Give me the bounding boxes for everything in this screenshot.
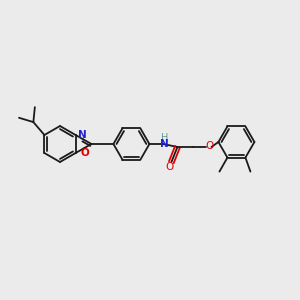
Text: H: H bbox=[161, 133, 168, 143]
Text: N: N bbox=[78, 130, 87, 140]
Text: N: N bbox=[160, 139, 169, 149]
Text: O: O bbox=[165, 162, 174, 172]
Text: O: O bbox=[205, 141, 214, 151]
Text: O: O bbox=[80, 148, 89, 158]
